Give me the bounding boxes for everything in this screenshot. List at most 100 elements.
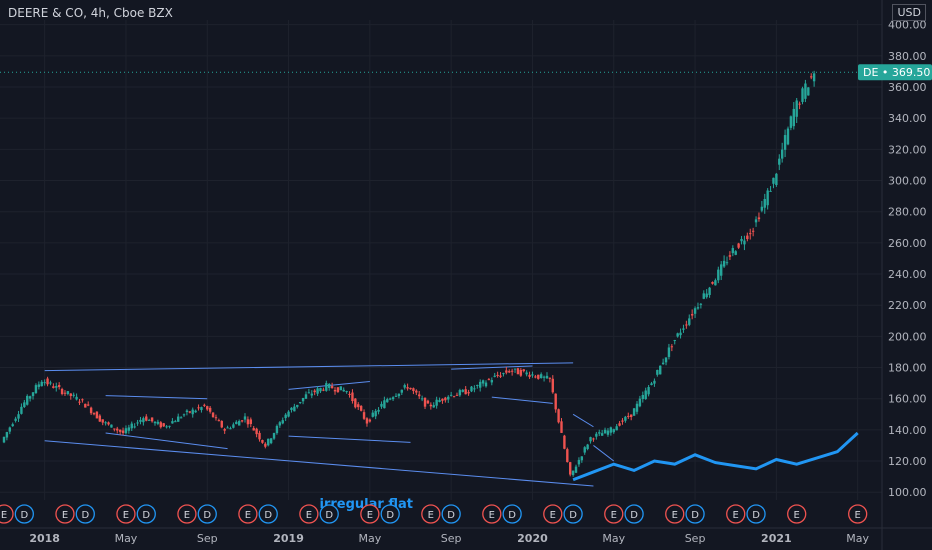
candle-body bbox=[449, 394, 453, 396]
trendline bbox=[593, 445, 615, 462]
dividend-event-icon bbox=[624, 504, 644, 524]
candle-body bbox=[107, 422, 110, 425]
candle-body bbox=[243, 416, 247, 420]
candle-body bbox=[516, 368, 520, 375]
candle-body bbox=[194, 410, 197, 413]
dividend-event-icon bbox=[685, 504, 705, 524]
candle-body bbox=[696, 307, 700, 309]
candle-body bbox=[380, 403, 383, 407]
candle-body bbox=[359, 405, 363, 411]
candle-body bbox=[87, 404, 90, 406]
candle-body bbox=[296, 404, 299, 407]
event-label: E bbox=[1, 510, 7, 521]
event-label: E bbox=[855, 510, 861, 521]
candle-body bbox=[162, 423, 165, 427]
x-tick-label: May bbox=[358, 532, 381, 545]
x-tick-label: 2019 bbox=[273, 532, 304, 545]
candle-body bbox=[580, 456, 584, 461]
candle-body bbox=[772, 177, 775, 184]
candle-body bbox=[624, 416, 627, 421]
candle-body bbox=[783, 135, 787, 150]
y-tick-label: 220.00 bbox=[888, 299, 927, 312]
candle-body bbox=[34, 385, 38, 394]
candle-body bbox=[304, 394, 308, 399]
candle-body bbox=[583, 447, 586, 453]
candle-body bbox=[226, 427, 229, 429]
candle-body bbox=[63, 392, 67, 394]
candle-body bbox=[737, 243, 740, 248]
candle-body bbox=[810, 76, 813, 78]
event-label: D bbox=[203, 510, 211, 521]
candle-body bbox=[441, 398, 444, 401]
candle-body bbox=[760, 206, 764, 211]
candle-body bbox=[316, 388, 319, 394]
candle-body bbox=[705, 293, 708, 298]
candle-body bbox=[659, 365, 662, 375]
earnings-event-icon bbox=[848, 504, 868, 524]
candle-body bbox=[664, 357, 668, 363]
candle-body bbox=[313, 390, 316, 393]
candle-body bbox=[130, 423, 133, 429]
candle-body bbox=[438, 400, 441, 402]
candle-body bbox=[246, 419, 250, 425]
candle-body bbox=[17, 414, 20, 419]
candle-body bbox=[545, 375, 549, 379]
candle-body bbox=[118, 429, 122, 432]
candle-body bbox=[621, 420, 624, 422]
candle-body bbox=[615, 426, 618, 431]
x-tick-label: Sep bbox=[197, 532, 218, 545]
event-label: E bbox=[733, 510, 739, 521]
dividend-event-icon bbox=[502, 504, 522, 524]
candle-body bbox=[478, 381, 482, 388]
candle-body bbox=[298, 402, 302, 404]
candle-body bbox=[638, 398, 642, 407]
earnings-event-icon bbox=[665, 504, 685, 524]
candle-body bbox=[95, 411, 99, 419]
candle-body bbox=[699, 303, 703, 305]
candle-body bbox=[150, 417, 154, 422]
candle-body bbox=[557, 409, 560, 423]
candle-body bbox=[293, 406, 296, 412]
candle-body bbox=[310, 393, 313, 396]
candle-body bbox=[757, 217, 761, 220]
y-tick-label: 340.00 bbox=[888, 112, 927, 125]
event-label: E bbox=[367, 510, 373, 521]
candle-body bbox=[133, 426, 136, 428]
candle-body bbox=[330, 386, 334, 389]
event-label: E bbox=[550, 510, 556, 521]
event-label: E bbox=[62, 510, 68, 521]
candle-body bbox=[272, 433, 276, 439]
candle-body bbox=[592, 438, 595, 440]
candle-body bbox=[537, 374, 540, 379]
candle-body bbox=[746, 235, 749, 240]
candle-body bbox=[763, 199, 766, 208]
event-label: D bbox=[264, 510, 272, 521]
candle-body bbox=[214, 417, 218, 419]
candle-body bbox=[197, 407, 200, 409]
candle-body bbox=[179, 417, 183, 419]
candle-body bbox=[220, 421, 223, 428]
candle-body bbox=[147, 419, 151, 421]
event-label: D bbox=[447, 510, 455, 521]
candle-body bbox=[807, 87, 810, 96]
candle-body bbox=[403, 385, 406, 388]
candle-body bbox=[348, 393, 351, 395]
earnings-event-icon bbox=[482, 504, 502, 524]
trendline bbox=[288, 435, 411, 443]
candle-body bbox=[188, 411, 192, 413]
candle-body bbox=[261, 440, 264, 443]
y-tick-label: 360.00 bbox=[888, 81, 927, 94]
candle-body bbox=[191, 409, 194, 415]
currency-badge[interactable]: USD bbox=[892, 4, 926, 21]
candle-body bbox=[577, 459, 581, 465]
earnings-event-icon bbox=[55, 504, 75, 524]
candle-body bbox=[725, 262, 729, 264]
candle-body bbox=[627, 415, 630, 417]
candle-body bbox=[269, 438, 273, 444]
y-tick-label: 140.00 bbox=[888, 424, 927, 437]
candle-body bbox=[185, 410, 189, 413]
earnings-event-icon bbox=[177, 504, 197, 524]
candle-body bbox=[452, 396, 456, 398]
event-label: D bbox=[142, 510, 150, 521]
